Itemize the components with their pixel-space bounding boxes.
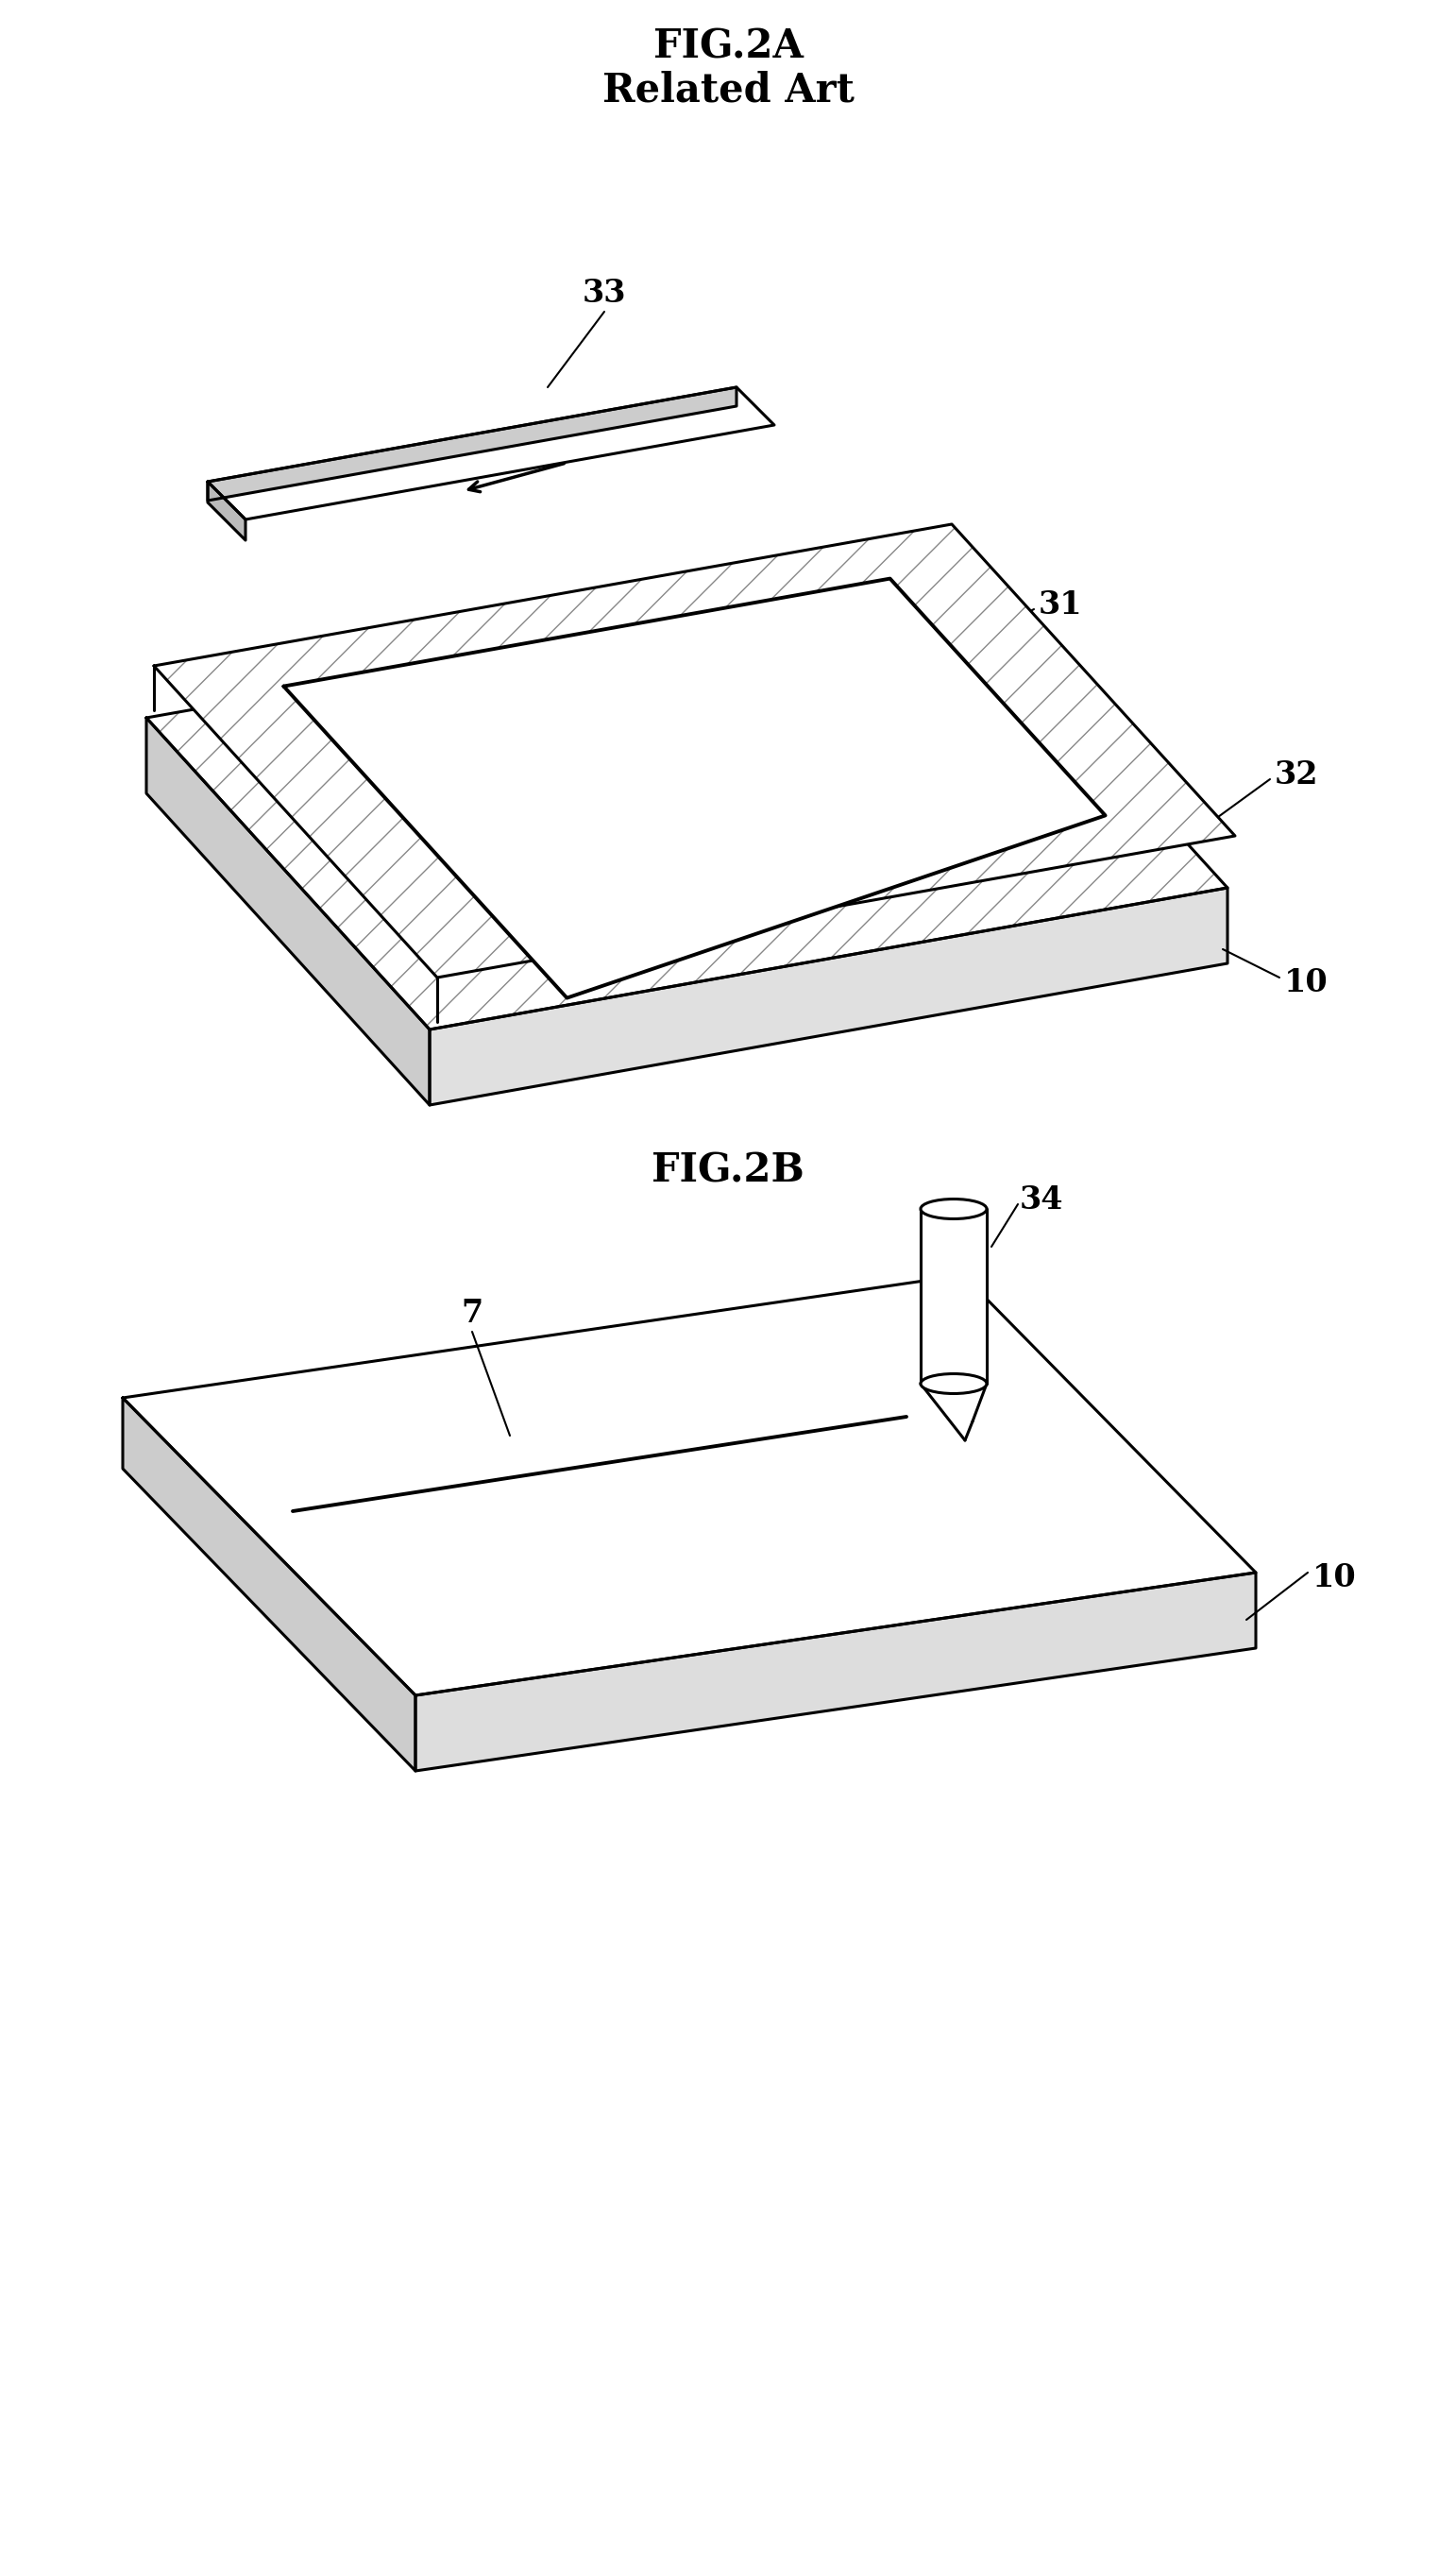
Polygon shape <box>154 524 1235 979</box>
Polygon shape <box>208 388 775 519</box>
Text: FIG.2B: FIG.2B <box>652 1151 804 1192</box>
Polygon shape <box>122 1274 1257 1696</box>
Polygon shape <box>208 483 246 539</box>
Text: Related Art: Related Art <box>601 69 855 110</box>
Polygon shape <box>147 717 430 1105</box>
Ellipse shape <box>920 1374 987 1392</box>
Polygon shape <box>147 575 1227 1030</box>
Text: 10: 10 <box>1312 1562 1357 1593</box>
Polygon shape <box>920 1210 987 1385</box>
Text: 31: 31 <box>1038 588 1083 619</box>
Polygon shape <box>415 1572 1257 1770</box>
Polygon shape <box>430 889 1227 1105</box>
Text: 7: 7 <box>462 1297 483 1328</box>
Ellipse shape <box>920 1200 987 1218</box>
Polygon shape <box>284 578 1105 997</box>
Polygon shape <box>920 1385 987 1441</box>
Polygon shape <box>122 1398 415 1770</box>
Text: 33: 33 <box>582 277 626 308</box>
Text: 32: 32 <box>1274 758 1319 791</box>
Text: FIG.2A: FIG.2A <box>652 28 804 67</box>
Text: 10: 10 <box>1284 966 1328 997</box>
Text: 34: 34 <box>1019 1184 1064 1215</box>
Polygon shape <box>208 388 737 501</box>
